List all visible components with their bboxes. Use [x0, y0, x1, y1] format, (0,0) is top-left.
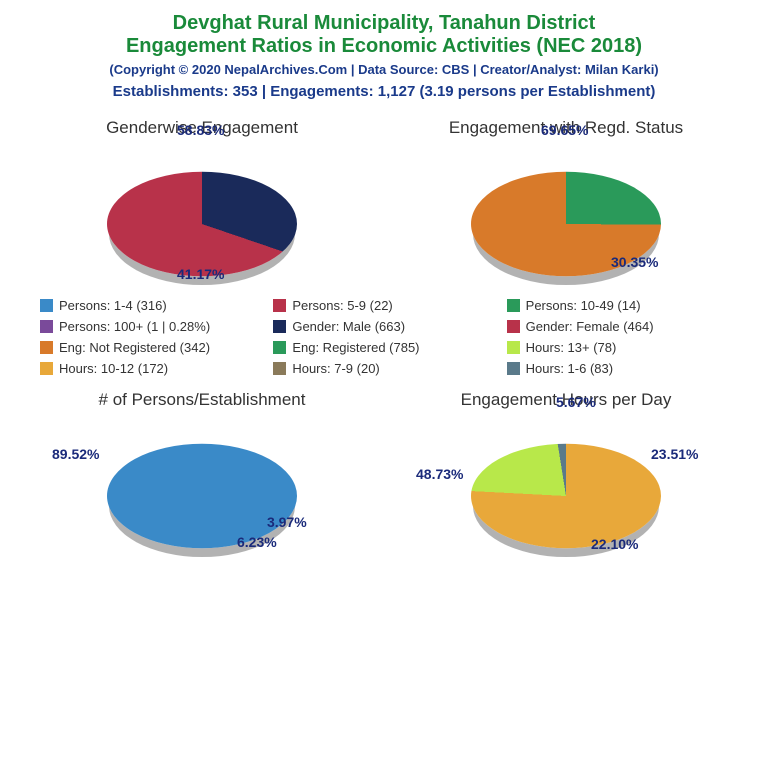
legend-text: Hours: 1-6 (83)	[526, 361, 613, 376]
legend-text: Eng: Registered (785)	[292, 340, 419, 355]
legend: Persons: 1-4 (316) Persons: 5-9 (22) Perso…	[40, 298, 728, 376]
legend-swatch	[40, 299, 53, 312]
charts-row-bottom: # of Persons/Establishment 89.52% 6.23% 3.…	[20, 390, 748, 556]
legend-item: Eng: Registered (785)	[273, 340, 494, 355]
legend-text: Persons: 5-9 (22)	[292, 298, 392, 313]
pie-hours-wrap: 48.73%22.10%23.51%5.67%	[446, 416, 686, 556]
legend-text: Eng: Not Registered (342)	[59, 340, 210, 355]
legend-item: Gender: Female (464)	[507, 319, 728, 334]
pct-label: 5.67%	[556, 394, 596, 410]
pct-label: 23.51%	[651, 446, 698, 462]
legend-swatch	[40, 320, 53, 333]
charts-row-top: Genderwise Engagement 58.83%41.17% Engag…	[20, 118, 748, 284]
pct-label: 48.73%	[416, 466, 463, 482]
pie-hours	[471, 444, 661, 549]
chart-gender: Genderwise Engagement 58.83%41.17%	[20, 118, 384, 284]
pie-gender-wrap: 58.83%41.17%	[82, 144, 322, 284]
legend-swatch	[273, 362, 286, 375]
legend-text: Gender: Male (663)	[292, 319, 405, 334]
legend-swatch	[40, 341, 53, 354]
legend-item: Persons: 100+ (1 | 0.28%)	[40, 319, 261, 334]
legend-swatch	[40, 362, 53, 375]
pct-label: 89.52%	[52, 446, 99, 462]
legend-swatch	[507, 299, 520, 312]
pct-label: 41.17%	[177, 266, 224, 282]
chart-registration: Engagement with Regd. Status 69.65%30.35…	[384, 118, 748, 284]
legend-text: Hours: 7-9 (20)	[292, 361, 379, 376]
legend-text: Persons: 100+ (1 | 0.28%)	[59, 319, 210, 334]
legend-text: Hours: 13+ (78)	[526, 340, 617, 355]
legend-text: Gender: Female (464)	[526, 319, 654, 334]
pie-persons	[107, 444, 297, 549]
legend-item: Hours: 10-12 (172)	[40, 361, 261, 376]
legend-text: Hours: 10-12 (172)	[59, 361, 168, 376]
pct-label: 22.10%	[591, 536, 638, 552]
stats-line: Establishments: 353 | Engagements: 1,127…	[20, 83, 748, 100]
title-line-2: Engagement Ratios in Economic Activities…	[20, 35, 748, 58]
pie-registration-wrap: 69.65%30.35%	[446, 144, 686, 284]
chart-title-persons: # of Persons/Establishment	[99, 390, 306, 410]
pct-label: 58.83%	[177, 122, 224, 138]
title-line-1: Devghat Rural Municipality, Tanahun Dist…	[20, 12, 748, 35]
legend-item: Persons: 10-49 (14)	[507, 298, 728, 313]
copyright-line: (Copyright © 2020 NepalArchives.Com | Da…	[20, 62, 748, 77]
pct-label: 3.97%	[267, 514, 307, 530]
legend-item: Persons: 1-4 (316)	[40, 298, 261, 313]
legend-swatch	[273, 299, 286, 312]
pie-gender	[107, 172, 297, 277]
legend-item: Eng: Not Registered (342)	[40, 340, 261, 355]
legend-swatch	[507, 320, 520, 333]
legend-item: Persons: 5-9 (22)	[273, 298, 494, 313]
legend-swatch	[507, 362, 520, 375]
chart-hours: Engagement Hours per Day 48.73%22.10%23.…	[384, 390, 748, 556]
legend-item: Hours: 1-6 (83)	[507, 361, 728, 376]
legend-text: Persons: 10-49 (14)	[526, 298, 641, 313]
legend-item: Hours: 13+ (78)	[507, 340, 728, 355]
pct-label: 6.23%	[237, 534, 277, 550]
pie-persons-wrap: 89.52%6.23%3.97%	[82, 416, 322, 556]
legend-swatch	[507, 341, 520, 354]
legend-swatch	[273, 341, 286, 354]
legend-item: Gender: Male (663)	[273, 319, 494, 334]
pct-label: 69.65%	[541, 122, 588, 138]
chart-persons: # of Persons/Establishment 89.52% 6.23% 3.…	[20, 390, 384, 556]
legend-swatch	[273, 320, 286, 333]
legend-text: Persons: 1-4 (316)	[59, 298, 167, 313]
title-block: Devghat Rural Municipality, Tanahun Dist…	[20, 12, 748, 100]
pct-label: 30.35%	[611, 254, 658, 270]
legend-item: Hours: 7-9 (20)	[273, 361, 494, 376]
